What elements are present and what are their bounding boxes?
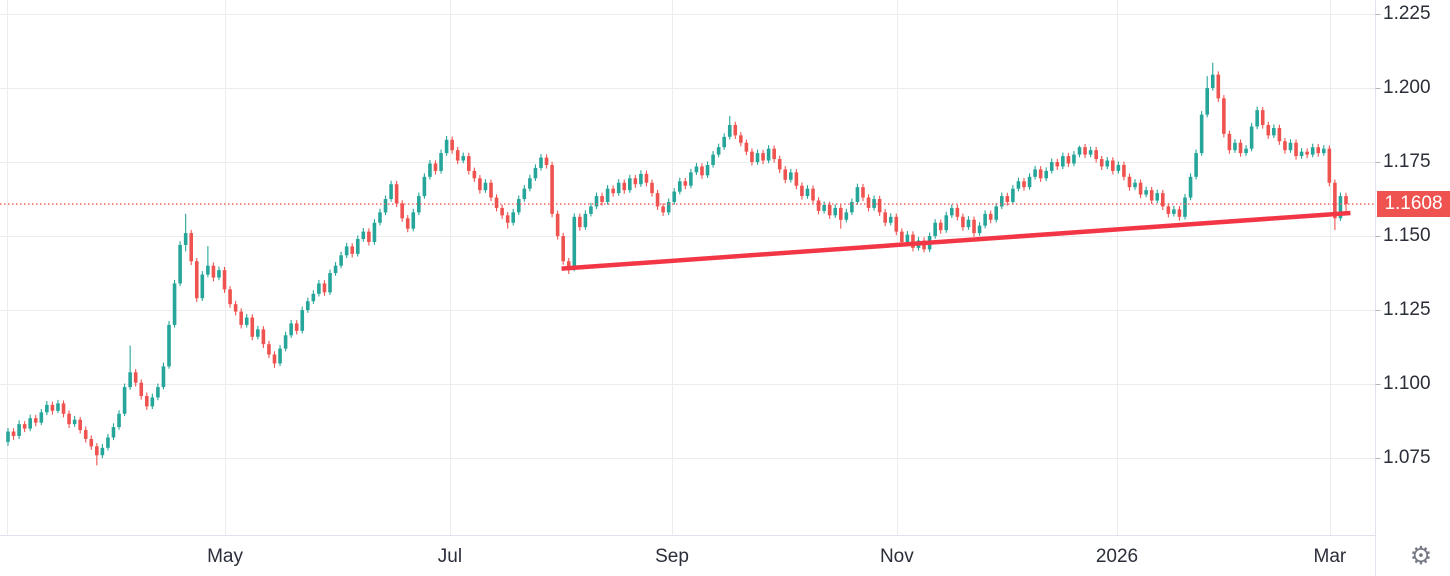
price-tick-label: 1.100 (1383, 373, 1431, 395)
settings-gear-icon[interactable]: ⚙ (1409, 542, 1433, 570)
time-tick-label: May (207, 546, 244, 567)
candles (6, 62, 1348, 466)
trendline[interactable] (561, 210, 1351, 271)
time-tick-label: 2026 (1095, 546, 1139, 567)
price-tick-label: 1.150 (1383, 225, 1431, 247)
price-tick-label: 1.200 (1383, 76, 1431, 98)
last-price-badge: 1.1608 (1377, 191, 1450, 218)
price-tick-label: 1.125 (1383, 299, 1431, 321)
gridlines (0, 0, 1376, 536)
price-tick-label: 1.225 (1383, 2, 1431, 24)
time-tick-label: Sep (655, 546, 689, 567)
axis-lines (0, 0, 1376, 576)
time-tick-label: Jul (437, 546, 463, 567)
time-tick-label: Mar (1313, 546, 1347, 567)
time-tick-label: Nov (879, 546, 914, 567)
price-tick-label: 1.175 (1383, 151, 1431, 172)
price-tick-label: 1.075 (1383, 447, 1431, 469)
price-tick-marks (1375, 14, 1381, 459)
